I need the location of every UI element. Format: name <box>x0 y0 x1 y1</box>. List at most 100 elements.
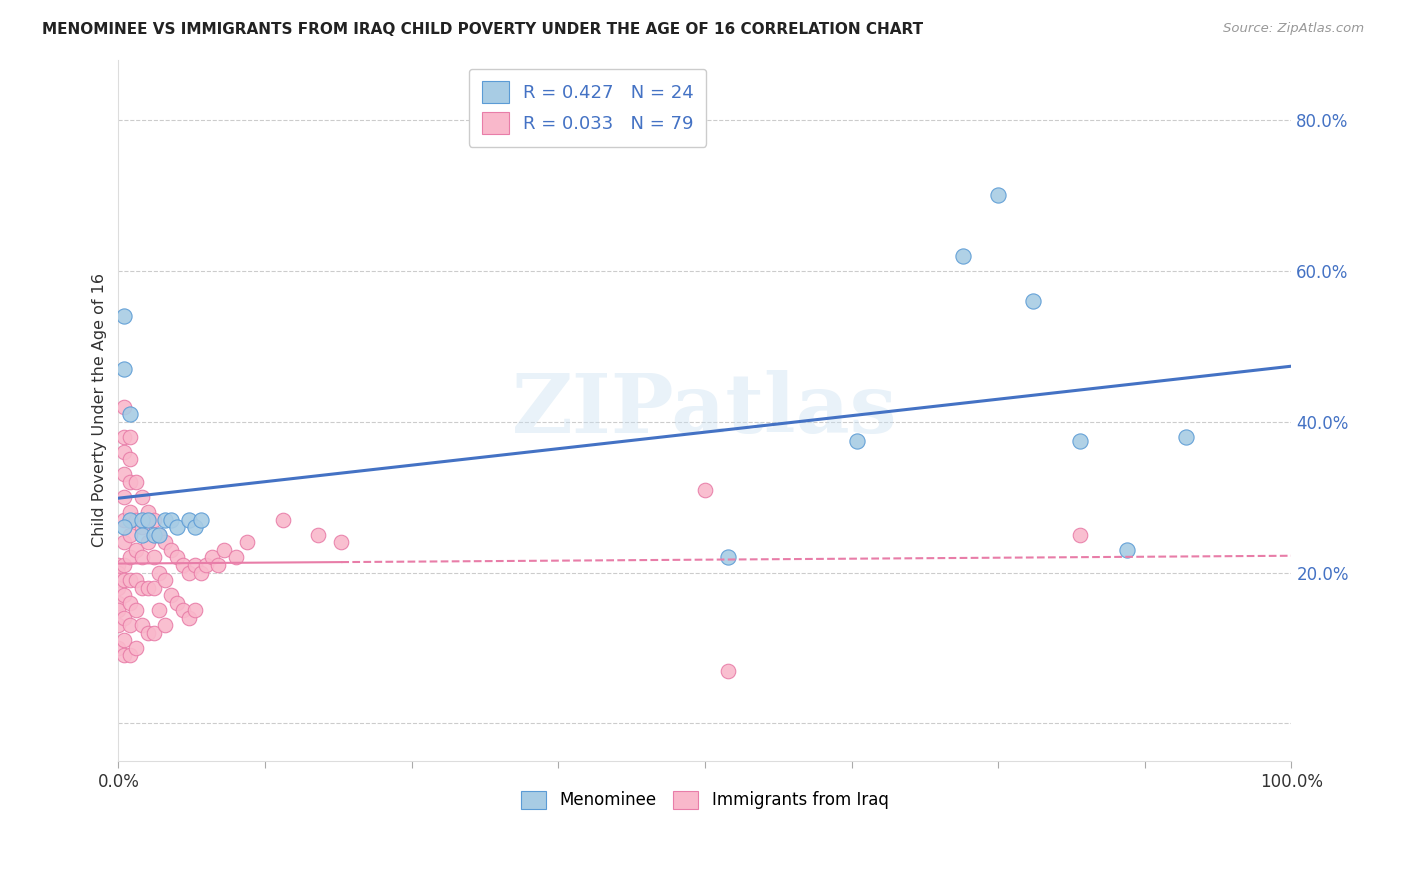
Text: MENOMINEE VS IMMIGRANTS FROM IRAQ CHILD POVERTY UNDER THE AGE OF 16 CORRELATION : MENOMINEE VS IMMIGRANTS FROM IRAQ CHILD … <box>42 22 924 37</box>
Point <box>1069 434 1091 448</box>
Point <box>120 505 142 519</box>
Point <box>131 528 153 542</box>
Point <box>131 513 153 527</box>
Point <box>120 513 142 527</box>
Point <box>131 550 153 565</box>
Point <box>120 550 142 565</box>
Point <box>112 535 135 549</box>
Point <box>107 581 129 595</box>
Point <box>120 596 142 610</box>
Point <box>125 573 148 587</box>
Point <box>1022 293 1045 308</box>
Point <box>271 513 294 527</box>
Point <box>148 528 170 542</box>
Point <box>1174 430 1197 444</box>
Y-axis label: Child Poverty Under the Age of 16: Child Poverty Under the Age of 16 <box>93 273 107 548</box>
Point <box>112 362 135 376</box>
Point <box>125 513 148 527</box>
Point <box>225 550 247 565</box>
Point <box>207 558 229 572</box>
Text: ZIPatlas: ZIPatlas <box>512 370 897 450</box>
Point <box>155 535 177 549</box>
Point <box>717 664 740 678</box>
Point <box>693 483 716 497</box>
Point <box>160 513 183 527</box>
Point <box>190 513 212 527</box>
Point <box>120 475 142 489</box>
Point <box>142 581 165 595</box>
Point <box>136 505 159 519</box>
Point <box>112 430 135 444</box>
Point <box>120 407 142 421</box>
Point <box>177 566 200 580</box>
Point <box>112 490 135 504</box>
Point <box>112 573 135 587</box>
Point <box>107 603 129 617</box>
Point <box>160 542 183 557</box>
Point <box>190 566 212 580</box>
Point <box>142 550 165 565</box>
Point <box>136 625 159 640</box>
Point <box>125 640 148 655</box>
Point <box>107 566 129 580</box>
Point <box>166 596 188 610</box>
Point <box>112 309 135 323</box>
Point <box>112 588 135 602</box>
Point <box>195 558 218 572</box>
Point <box>120 573 142 587</box>
Point <box>987 188 1010 202</box>
Point <box>952 249 974 263</box>
Point <box>112 611 135 625</box>
Point <box>125 475 148 489</box>
Point <box>112 633 135 648</box>
Point <box>846 434 869 448</box>
Point <box>136 581 159 595</box>
Point <box>136 513 159 527</box>
Point <box>330 535 353 549</box>
Point <box>112 648 135 663</box>
Point <box>107 573 129 587</box>
Point <box>120 528 142 542</box>
Point <box>125 542 148 557</box>
Point <box>120 618 142 632</box>
Point <box>183 558 205 572</box>
Point <box>717 550 740 565</box>
Point <box>183 603 205 617</box>
Point <box>112 558 135 572</box>
Point <box>107 596 129 610</box>
Point <box>120 430 142 444</box>
Point <box>1069 528 1091 542</box>
Point <box>172 603 194 617</box>
Point <box>155 573 177 587</box>
Point <box>148 603 170 617</box>
Point <box>112 520 135 534</box>
Point <box>148 566 170 580</box>
Point <box>177 513 200 527</box>
Point <box>201 550 224 565</box>
Point <box>172 558 194 572</box>
Text: Source: ZipAtlas.com: Source: ZipAtlas.com <box>1223 22 1364 36</box>
Point <box>112 467 135 482</box>
Legend: Menominee, Immigrants from Iraq: Menominee, Immigrants from Iraq <box>515 784 896 816</box>
Point <box>307 528 329 542</box>
Point <box>166 550 188 565</box>
Point <box>131 618 153 632</box>
Point <box>107 640 129 655</box>
Point <box>155 513 177 527</box>
Point <box>131 581 153 595</box>
Point <box>142 528 165 542</box>
Point <box>136 535 159 549</box>
Point <box>107 618 129 632</box>
Point <box>177 611 200 625</box>
Point <box>131 520 153 534</box>
Point <box>120 452 142 467</box>
Point <box>160 588 183 602</box>
Point <box>1116 542 1139 557</box>
Point <box>212 542 235 557</box>
Point <box>120 648 142 663</box>
Point <box>125 603 148 617</box>
Point <box>107 558 129 572</box>
Point <box>166 520 188 534</box>
Point <box>142 625 165 640</box>
Point <box>112 445 135 459</box>
